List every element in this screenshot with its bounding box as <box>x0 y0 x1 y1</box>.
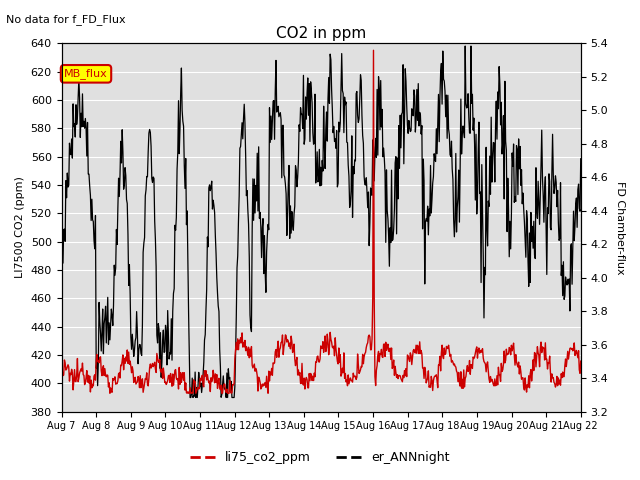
Text: MB_flux: MB_flux <box>64 68 108 79</box>
Legend: li75_co2_ppm, er_ANNnight: li75_co2_ppm, er_ANNnight <box>186 446 454 469</box>
Title: CO2 in ppm: CO2 in ppm <box>276 25 366 41</box>
Y-axis label: FD Chamber-flux: FD Chamber-flux <box>615 180 625 274</box>
Y-axis label: LI7500 CO2 (ppm): LI7500 CO2 (ppm) <box>15 177 25 278</box>
Text: No data for f_FD_Flux: No data for f_FD_Flux <box>6 14 126 25</box>
